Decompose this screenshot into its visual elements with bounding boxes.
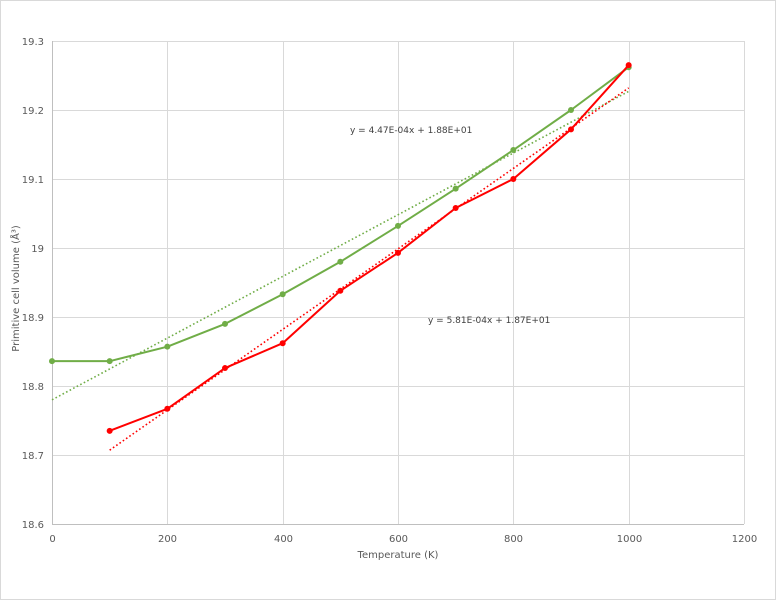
x-axis-title: Temperature (K) [357,550,439,561]
data-point-green [164,343,171,350]
data-point-green [49,358,55,365]
data-point-green [452,185,459,192]
y-tick-label: 18.8 [22,382,44,393]
trendline-green [51,90,630,401]
x-tick-label: 800 [504,534,523,545]
data-point-red [625,62,632,69]
data-series [49,62,632,434]
trendline-equation-green: y = 4.47E-04x + 1.88E+01 [350,126,472,136]
data-point-green [510,147,517,154]
x-tick-label: 200 [158,534,177,545]
data-point-green [106,358,113,365]
x-tick-label: 0 [49,534,55,545]
data-point-red [337,287,344,294]
x-tick-label: 1000 [617,534,642,545]
y-tick-label: 18.7 [22,451,44,462]
data-point-red [106,427,113,434]
y-tick-label: 19 [31,244,44,255]
data-point-red [164,405,171,412]
data-point-red [568,126,574,133]
x-tick-label: 1200 [732,534,757,545]
axes [52,41,744,525]
labels: 18.6 18.7 18.8 18.9 19 19.1 19.2 19.3 0 200 400 600… [9,37,757,561]
trendline-equation-red: y = 5.81E-04x + 1.87E+01 [428,316,550,326]
data-point-red [279,340,286,347]
data-point-green [395,222,401,229]
y-tick-label: 18.6 [22,520,44,531]
trendlines [51,87,630,451]
y-tick-label: 19.3 [22,37,44,48]
data-point-green [222,320,228,327]
trendline-red [109,87,630,451]
gridlines [52,41,745,525]
y-axis-title: Primitive cell volume (Å³) [9,225,22,352]
data-point-red [510,176,517,182]
data-point-red [395,249,401,256]
data-point-green [279,291,286,298]
x-tick-label: 400 [274,534,293,545]
series-line-red [109,64,630,432]
x-tick-label: 600 [389,534,408,545]
data-point-green [337,258,344,265]
data-point-red [222,365,228,372]
data-point-green [568,107,574,113]
data-point-red [452,204,459,211]
y-tick-label: 19.2 [22,106,44,117]
y-tick-label: 18.9 [22,313,44,324]
y-tick-label: 19.1 [22,175,44,186]
